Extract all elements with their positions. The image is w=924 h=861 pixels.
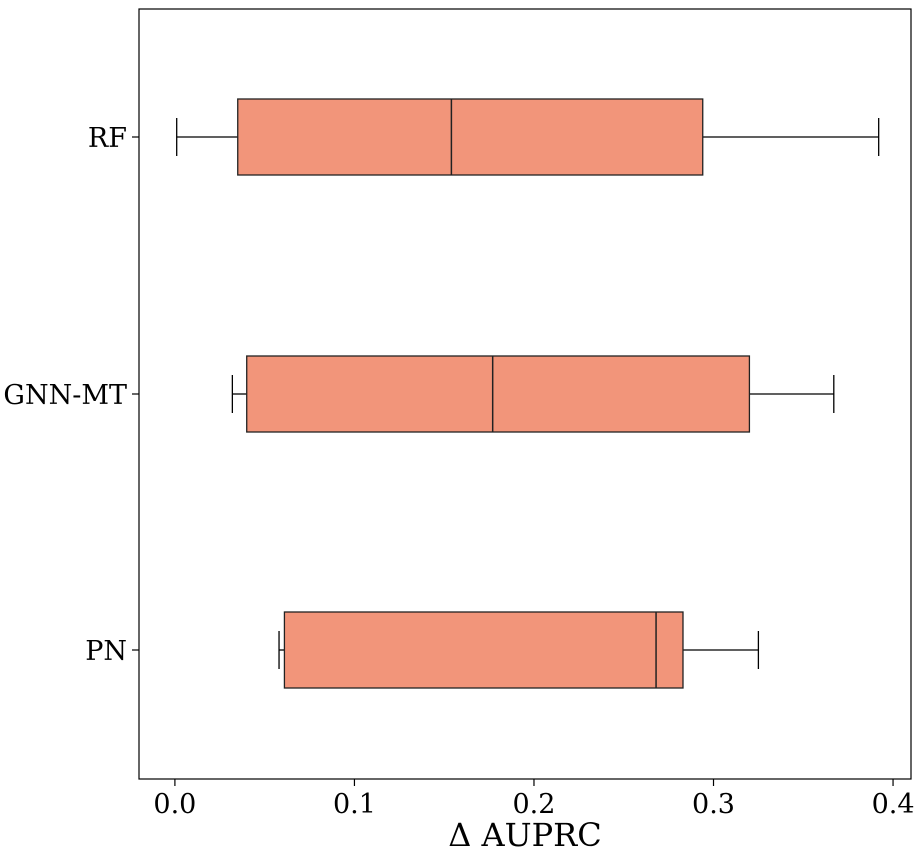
- x-tick-label: 0.3: [692, 789, 735, 820]
- y-tick-label: RF: [88, 123, 127, 154]
- iqr-box: [283, 611, 684, 689]
- x-axis-ticks: 0.0 0.1 0.2 0.3 0.4: [153, 779, 915, 820]
- x-axis-label: Δ AUPRC: [448, 816, 601, 854]
- iqr-box: [246, 355, 751, 433]
- y-tick-label: GNN-MT: [3, 380, 127, 411]
- x-tick-label: 0.0: [153, 789, 196, 820]
- box-rf: [176, 98, 880, 176]
- box-pn: [278, 611, 760, 689]
- box-gnn-mt: [231, 355, 835, 433]
- y-tick-label: PN: [85, 636, 127, 667]
- iqr-box: [237, 98, 704, 176]
- x-tick-label: 0.1: [333, 789, 376, 820]
- x-tick-label: 0.4: [872, 789, 915, 820]
- x-tick-label: 0.2: [513, 789, 556, 820]
- boxes-layer: [176, 98, 880, 689]
- y-axis-ticks: RF GNN-MT PN: [3, 123, 139, 667]
